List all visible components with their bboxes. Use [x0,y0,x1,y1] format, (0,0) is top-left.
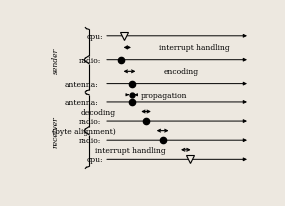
Text: interrupt handling: interrupt handling [159,44,230,52]
Text: sender: sender [52,47,60,74]
Text: cpu:: cpu: [86,156,103,164]
Text: receiver: receiver [52,115,60,147]
Text: encoding: encoding [164,68,199,76]
Text: antenna:: antenna: [65,98,99,107]
Text: radio:: radio: [78,56,101,64]
Text: radio:: radio: [78,117,101,125]
Text: decoding: decoding [81,108,116,116]
Text: (byte alignment): (byte alignment) [52,127,116,135]
Text: interrupt handling: interrupt handling [95,146,166,154]
Text: antenna:: antenna: [65,80,99,88]
Text: propagation: propagation [141,91,187,99]
Text: radio:: radio: [78,137,101,144]
Text: cpu:: cpu: [86,33,103,41]
